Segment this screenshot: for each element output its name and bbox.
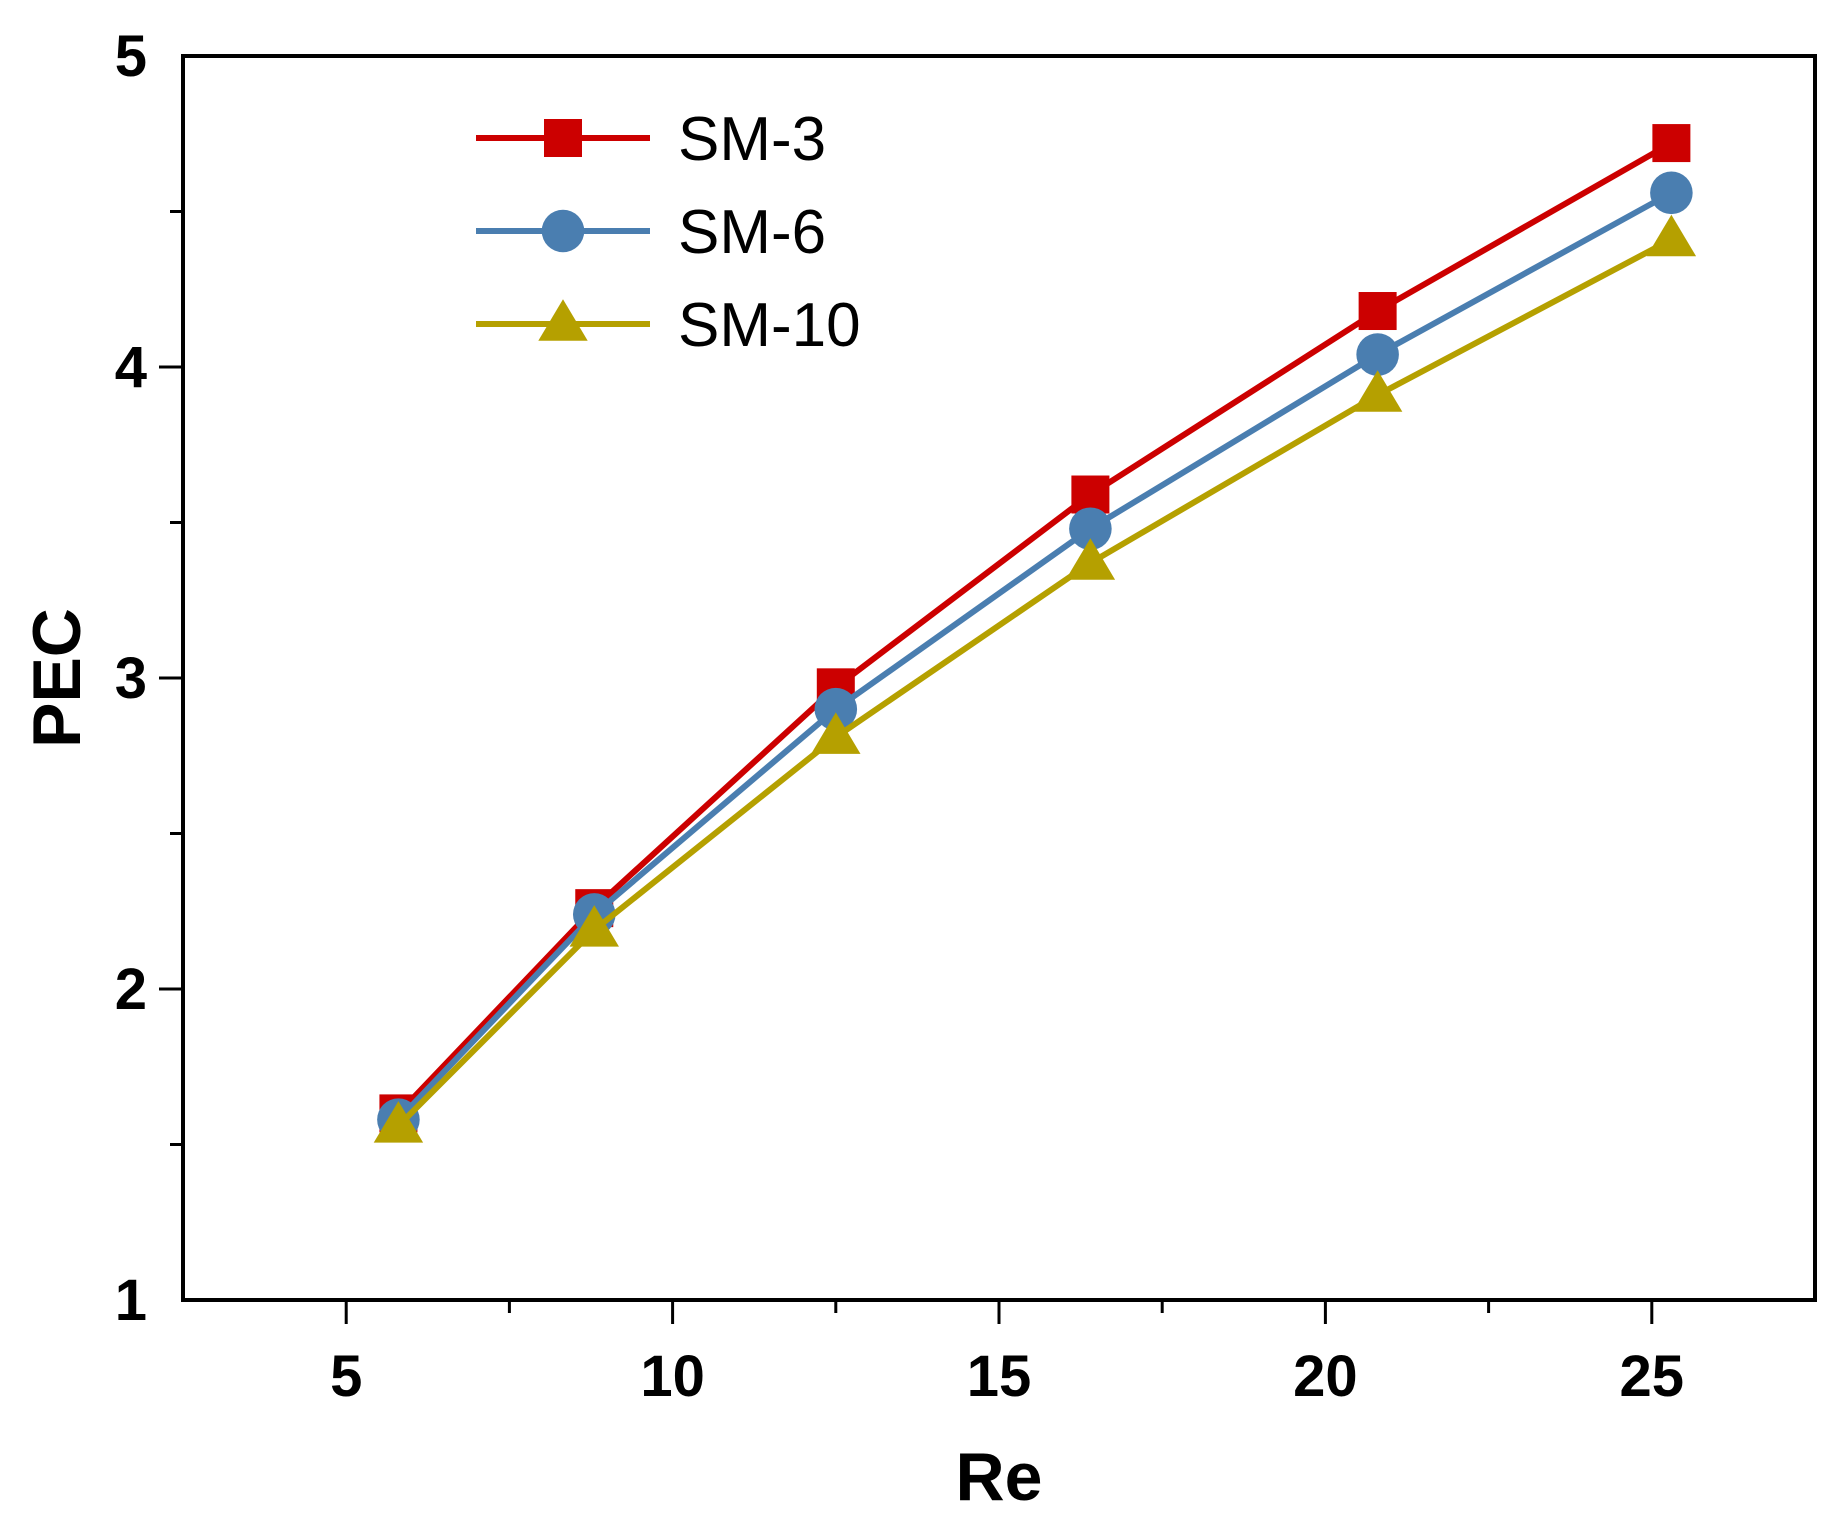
series-line (396, 236, 1673, 1128)
legend-label: SM-3 (678, 105, 826, 174)
series-sm-6 (377, 171, 1693, 1141)
series-sm-10 (373, 214, 1697, 1143)
x-axis-title: Re (956, 1439, 1043, 1515)
series-line (396, 190, 1673, 1122)
data-point (811, 712, 861, 754)
y-axis-title: PEC (19, 608, 95, 748)
y-tick-label: 1 (115, 1268, 147, 1333)
data-point (814, 687, 858, 731)
legend-item: SM-3 (476, 105, 826, 174)
legend: SM-3 SM-6 SM-10 (476, 105, 861, 360)
data-point (1071, 475, 1110, 514)
legend-marker (544, 119, 582, 157)
plot-frame (181, 54, 1817, 1302)
x-tick-label: 10 (640, 1344, 705, 1409)
data-point (1352, 370, 1403, 412)
y-tick-label: 5 (115, 24, 147, 89)
y-tick-label: 2 (115, 957, 147, 1022)
data-point (373, 1101, 424, 1143)
data-point (1646, 214, 1697, 257)
data-point (1650, 171, 1693, 215)
x-tick-label: 20 (1293, 1344, 1358, 1409)
data-point (1069, 507, 1112, 550)
ticks-layer: 5 10 15 20 25 1 2 3 4 5 (115, 24, 1684, 1409)
series-sm-3 (379, 124, 1691, 1133)
data-point (1652, 124, 1691, 163)
data-point (1356, 333, 1399, 376)
data-point (569, 905, 619, 947)
data-point (1065, 538, 1116, 580)
legend-marker (538, 299, 588, 341)
legend-marker (541, 209, 585, 253)
data-point (1358, 292, 1397, 331)
y-tick-label: 3 (115, 646, 147, 711)
x-tick-label: 5 (330, 1344, 362, 1409)
legend-item: SM-10 (476, 291, 861, 360)
legend-label: SM-10 (678, 291, 861, 360)
x-tick-label: 25 (1620, 1344, 1685, 1409)
series-line (396, 140, 1673, 1116)
x-tick-label: 15 (967, 1344, 1032, 1409)
y-tick-label: 4 (115, 335, 147, 400)
legend-item: SM-6 (476, 198, 826, 267)
legend-label: SM-6 (678, 198, 826, 267)
series-layer (373, 124, 1697, 1143)
